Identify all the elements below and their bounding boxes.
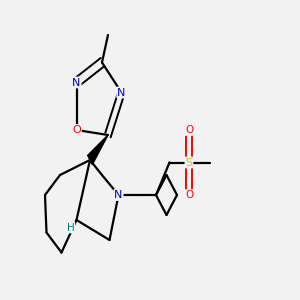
Text: N: N — [117, 88, 126, 98]
Text: O: O — [185, 125, 193, 135]
Text: S: S — [185, 158, 193, 167]
Text: O: O — [72, 125, 81, 135]
Text: O: O — [185, 190, 193, 200]
Text: N: N — [114, 190, 123, 200]
Text: H: H — [67, 223, 74, 232]
Text: N: N — [72, 77, 81, 88]
Polygon shape — [88, 135, 108, 165]
